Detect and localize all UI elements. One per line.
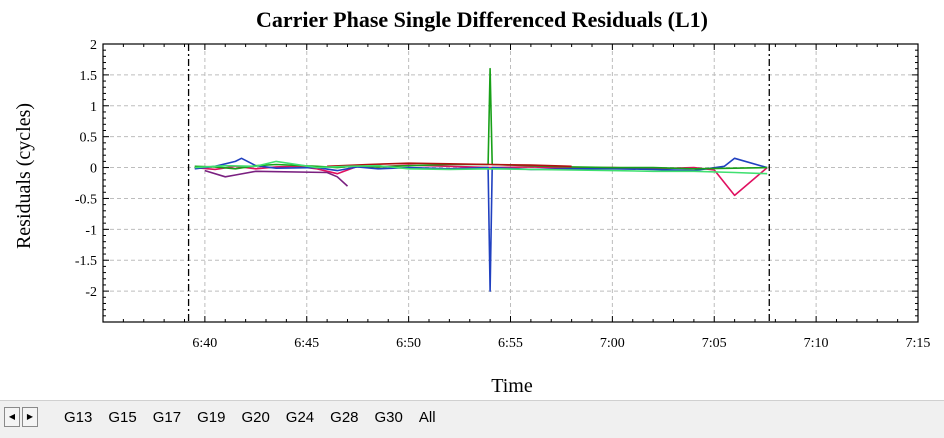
y-tick-label: 0 — [90, 162, 97, 177]
y-tick-label: -1 — [85, 223, 97, 238]
residuals-chart: Carrier Phase Single Differenced Residua… — [13, 7, 931, 397]
tab-g30[interactable]: G30 — [363, 405, 413, 429]
x-axis-label: Time — [491, 375, 533, 397]
tab-label: G24 — [285, 408, 315, 426]
tab-label: G17 — [152, 408, 182, 426]
tab-scroll-right-button[interactable]: ▶ — [22, 407, 38, 427]
tab-label: G19 — [197, 408, 226, 426]
x-tick-label: 6:55 — [498, 336, 523, 351]
x-tick-label: 6:40 — [192, 336, 217, 351]
y-tick-label: 1.5 — [80, 69, 98, 84]
series-line-3 — [194, 67, 768, 170]
tab-g13[interactable]: G13 — [52, 405, 102, 429]
tab-all[interactable]: All — [407, 405, 446, 429]
caret-left-icon: ◀ — [8, 412, 16, 421]
x-tick-label: 7:05 — [702, 336, 727, 351]
tab-label: G15 — [108, 408, 137, 426]
caret-right-icon: ▶ — [26, 412, 34, 421]
tab-g19[interactable]: G19 — [185, 405, 235, 429]
x-tick-label: 7:15 — [906, 336, 931, 351]
tab-g28[interactable]: G28 — [318, 405, 368, 429]
x-tick-label: 7:10 — [804, 336, 829, 351]
y-tick-label: -1.5 — [75, 254, 97, 269]
sheet-tab-bar: ◀ ▶ G13 G15 G17 G19 G20 G24 G28 G30 All — [0, 400, 944, 438]
y-tick-label: -2 — [85, 285, 97, 300]
series-line-6 — [194, 160, 768, 175]
tab-label: G30 — [374, 408, 403, 426]
y-tick-label: 0.5 — [80, 131, 98, 146]
plot-area: 6:40 6:45 6:50 6:55 7:00 7:05 7:10 7:15 2 1.5 1 0.5… — [75, 38, 931, 351]
y-tick-label: -0.5 — [75, 192, 97, 207]
plot-frame — [102, 43, 919, 323]
x-tick-label: 7:00 — [600, 336, 625, 351]
series-line-5 — [204, 169, 349, 187]
tab-label: All — [418, 408, 436, 426]
tab-g20[interactable]: G20 — [229, 405, 279, 429]
tab-label: G13 — [64, 408, 93, 426]
tab-g17[interactable]: G17 — [141, 405, 191, 429]
chart-title: Carrier Phase Single Differenced Residua… — [256, 7, 708, 32]
tab-g15[interactable]: G15 — [96, 405, 146, 429]
x-tick-label: 6:50 — [396, 336, 421, 351]
series-line-4 — [327, 162, 572, 168]
series-line-2 — [194, 157, 768, 292]
x-tick-label: 6:45 — [294, 336, 319, 351]
tab-g24[interactable]: G24 — [274, 405, 324, 429]
tab-label: G28 — [330, 408, 359, 426]
y-tick-label: 2 — [90, 38, 97, 53]
y-axis-label: Residuals (cycles) — [13, 103, 35, 249]
sheet-tabs: G13 G15 G17 G19 G20 G24 G28 G30 All — [58, 405, 446, 431]
tab-label: G20 — [241, 408, 270, 426]
tab-scroll-left-button[interactable]: ◀ — [4, 407, 20, 427]
y-tick-label: 1 — [90, 100, 97, 115]
